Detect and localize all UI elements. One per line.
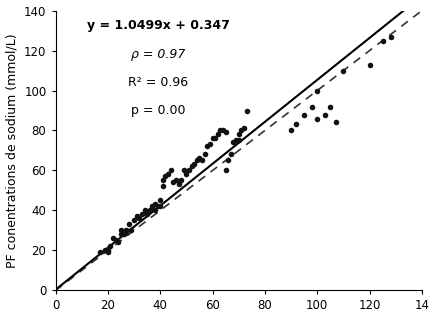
Point bbox=[102, 248, 108, 253]
Point bbox=[232, 138, 239, 143]
Point bbox=[154, 204, 161, 209]
Point bbox=[141, 208, 148, 213]
Point bbox=[177, 178, 184, 183]
Point bbox=[300, 112, 307, 117]
Point bbox=[151, 208, 158, 213]
Point bbox=[224, 158, 231, 163]
Point bbox=[339, 68, 346, 73]
Point bbox=[96, 250, 103, 255]
Point bbox=[167, 168, 174, 173]
Point bbox=[193, 158, 200, 163]
Point bbox=[128, 228, 135, 233]
Point bbox=[120, 232, 127, 237]
Point bbox=[130, 218, 137, 223]
Point bbox=[151, 202, 158, 207]
Point bbox=[156, 204, 163, 209]
Point bbox=[112, 238, 119, 243]
Text: R² = 0.96: R² = 0.96 bbox=[128, 76, 188, 89]
Point bbox=[172, 178, 179, 183]
Point bbox=[378, 38, 385, 43]
Point bbox=[117, 232, 124, 237]
Point bbox=[243, 108, 250, 113]
Point bbox=[313, 88, 320, 93]
Point bbox=[386, 34, 393, 39]
Point bbox=[292, 122, 299, 127]
Point bbox=[115, 240, 122, 245]
Point bbox=[161, 174, 168, 179]
Point bbox=[201, 152, 208, 157]
Point bbox=[211, 136, 218, 141]
Point bbox=[143, 212, 150, 217]
Point bbox=[235, 132, 242, 137]
Point bbox=[133, 214, 140, 219]
Point bbox=[287, 128, 294, 133]
Point bbox=[308, 104, 315, 109]
Point bbox=[206, 142, 213, 147]
Y-axis label: PF conentrations de sodium (mmol/L): PF conentrations de sodium (mmol/L) bbox=[6, 33, 19, 268]
Point bbox=[135, 216, 142, 221]
Point bbox=[185, 168, 192, 173]
Point bbox=[146, 208, 153, 213]
Point bbox=[122, 230, 129, 235]
Point bbox=[217, 128, 224, 133]
Point bbox=[204, 144, 210, 149]
Text: ρ = 0.97: ρ = 0.97 bbox=[131, 48, 185, 61]
Point bbox=[109, 236, 116, 241]
Point bbox=[365, 62, 372, 67]
Point bbox=[214, 132, 221, 137]
Point bbox=[122, 228, 129, 233]
Point bbox=[326, 104, 333, 109]
Point bbox=[182, 172, 189, 177]
Point bbox=[148, 204, 155, 209]
Point bbox=[331, 120, 338, 125]
Point bbox=[196, 156, 203, 161]
Point bbox=[222, 130, 229, 135]
Text: p = 0.00: p = 0.00 bbox=[131, 104, 185, 117]
Point bbox=[227, 152, 234, 157]
Point bbox=[164, 172, 171, 177]
Point bbox=[240, 126, 247, 131]
Point bbox=[321, 112, 328, 117]
Point bbox=[313, 116, 320, 121]
Point bbox=[138, 212, 145, 217]
Point bbox=[169, 180, 176, 185]
Text: y = 1.0499x + 0.347: y = 1.0499x + 0.347 bbox=[86, 19, 229, 32]
Point bbox=[222, 168, 229, 173]
Point bbox=[235, 138, 242, 143]
Point bbox=[237, 128, 244, 133]
Point bbox=[174, 182, 181, 187]
Point bbox=[156, 198, 163, 203]
Point bbox=[198, 158, 205, 163]
Point bbox=[187, 164, 194, 169]
Point bbox=[125, 222, 132, 227]
Point bbox=[104, 248, 111, 253]
Point bbox=[107, 244, 114, 249]
Point bbox=[104, 250, 111, 255]
Point bbox=[159, 184, 166, 189]
Point bbox=[219, 128, 226, 133]
Point bbox=[159, 178, 166, 183]
Point bbox=[117, 228, 124, 233]
Point bbox=[209, 136, 216, 141]
Point bbox=[191, 162, 197, 167]
Point bbox=[180, 168, 187, 173]
Point bbox=[230, 140, 237, 145]
